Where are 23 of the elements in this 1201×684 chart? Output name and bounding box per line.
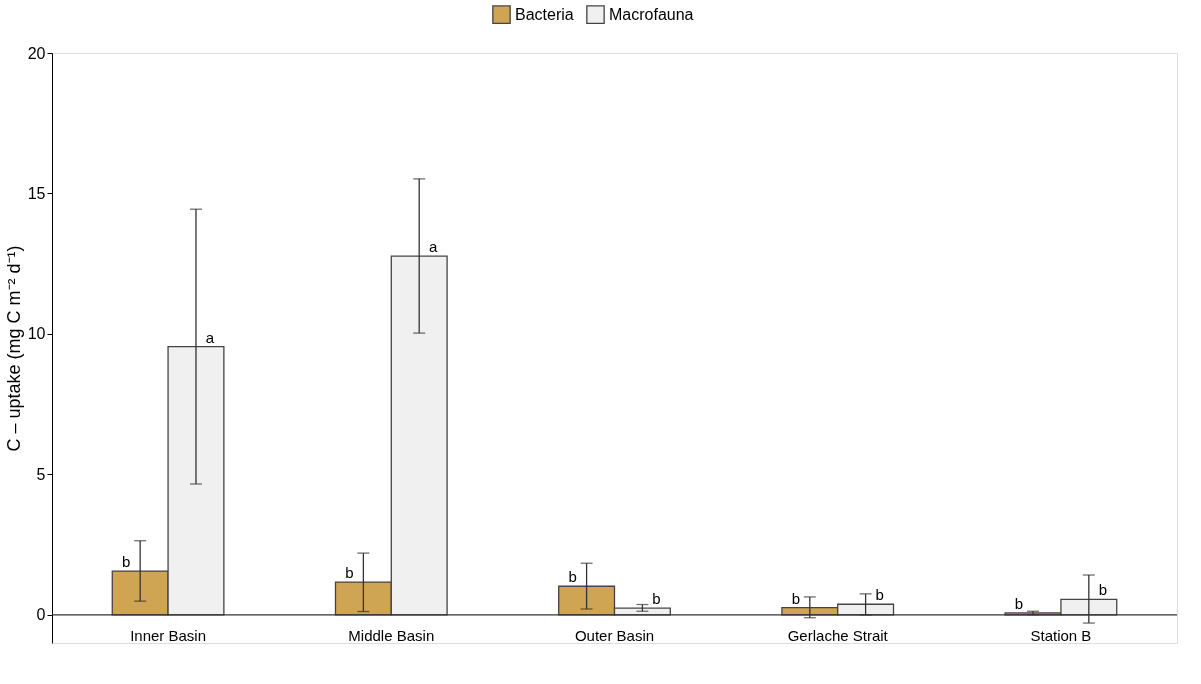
y-tick-label: 15 [27,184,46,202]
x-tick-label: Station B [1030,626,1092,644]
x-tick-label: Gerlache Strait [787,626,889,644]
x-tick-label: Inner Basin [130,626,207,644]
x-tick-label: Middle Basin [348,626,435,644]
annotation: b [1014,594,1024,612]
annotation: b [568,568,577,586]
annotation: b [122,553,131,571]
y-axis-title: C – uptake (mg C m⁻² d⁻¹) [3,245,24,452]
x-tick-label: Outer Basin [574,626,655,644]
y-tick-label: 5 [36,465,46,483]
annotation: b [791,589,800,607]
annotation: b [1098,581,1107,599]
y-tick-label: 10 [27,325,46,343]
y-tick-label: 0 [36,606,46,624]
annotation: b [345,564,354,582]
y-tick-label: 20 [27,44,46,62]
annotation: a [205,328,215,346]
annotation: b [875,586,884,604]
annotation: b [652,590,661,608]
legend-label: Bacteria [515,5,574,23]
legend-label: Macrofauna [609,5,694,23]
annotation: a [429,238,439,256]
